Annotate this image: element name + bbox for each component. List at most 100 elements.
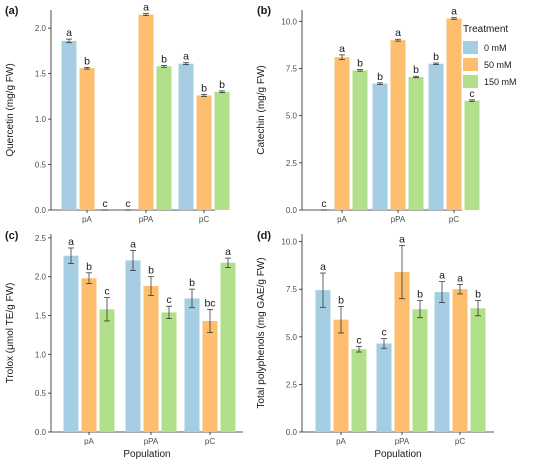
significance-letter: b xyxy=(148,265,154,277)
legend-label-150mm: 150 mM xyxy=(484,77,517,87)
bar-ppa-150-mm xyxy=(408,76,424,210)
bar-pa-150-mm xyxy=(352,70,368,211)
significance-letter: a xyxy=(339,43,345,55)
x-tick-label: pA xyxy=(82,215,92,224)
significance-letter: bc xyxy=(204,297,215,309)
bar-pc-50-mm xyxy=(446,18,462,210)
significance-letter: b xyxy=(377,71,383,83)
significance-letter: c xyxy=(356,334,361,346)
y-axis-title: Catechin (mg/g FW) xyxy=(256,65,267,154)
significance-letter: a xyxy=(399,233,405,245)
bar-pa-50-mm xyxy=(81,278,97,432)
significance-letter: b xyxy=(433,51,439,63)
y-tick-label: 0.0 xyxy=(35,206,47,215)
y-tick-label: 0.0 xyxy=(35,428,47,437)
chart-panels: (a) 0.0 0.5 1.0 1.5 2.0 Quercetin (mg/g FW) pA a… xyxy=(5,2,494,460)
y-tick-label: 7.5 xyxy=(286,285,298,294)
significance-letter: b xyxy=(86,261,92,273)
bar-ppa-0-mm xyxy=(372,83,388,210)
bar-pc-150-mm xyxy=(214,91,230,210)
y-tick-label: 2.5 xyxy=(286,159,298,168)
y-tick-label: 5.0 xyxy=(286,333,298,342)
panel-c-label: (c) xyxy=(5,230,19,242)
y-axis-title: Total polyphenols (mg GAE/g FW) xyxy=(256,257,267,408)
x-tick-label: pC xyxy=(199,215,209,224)
bar-ppa-150-mm xyxy=(161,312,177,432)
legend-swatch-0mm xyxy=(463,41,478,54)
y-tick-label: 5.0 xyxy=(286,112,298,121)
significance-letter: a xyxy=(439,270,445,282)
bar-pc-150-mm xyxy=(220,262,236,432)
significance-letter: a xyxy=(320,261,326,273)
x-tick-label: pC xyxy=(205,437,215,446)
x-tick-label: pPA xyxy=(144,437,159,446)
bar-pa-0-mm xyxy=(61,40,77,211)
y-tick-label: 7.5 xyxy=(286,64,298,73)
significance-letter: c xyxy=(104,286,109,298)
significance-letter: c xyxy=(166,294,171,306)
significance-letter: a xyxy=(183,51,189,63)
y-tick-label: 10.0 xyxy=(281,238,297,247)
bar-pa-50-mm xyxy=(333,319,349,432)
y-tick-label: 10.0 xyxy=(281,17,297,26)
x-tick-label: pPA xyxy=(139,215,154,224)
y-tick-label: 0.5 xyxy=(35,389,47,398)
significance-letter: c xyxy=(125,198,130,210)
panel-c: (c) 0.0 0.5 1.0 1.5 2.0 2.5 Trolox (μmol TE/g F… xyxy=(5,230,243,460)
bar-pa-50-mm xyxy=(79,68,95,210)
bar-ppa-150-mm xyxy=(156,66,172,210)
legend-title: Treatment xyxy=(463,24,508,35)
x-tick-label: pA xyxy=(84,437,94,446)
significance-letter: a xyxy=(143,2,149,14)
panel-a: (a) 0.0 0.5 1.0 1.5 2.0 Quercetin (mg/g FW) pA a… xyxy=(5,2,230,224)
legend-label-50mm: 50 mM xyxy=(484,60,512,70)
x-tick-label: pC xyxy=(449,215,459,224)
bar-ppa-50-mm xyxy=(138,14,154,210)
significance-letter: a xyxy=(395,27,401,39)
y-tick-label: 2.0 xyxy=(35,24,47,33)
bar-pc-50-mm xyxy=(452,289,468,432)
x-tick-label: pA xyxy=(336,437,346,446)
legend-swatch-150mm xyxy=(463,75,478,88)
panel-a-label: (a) xyxy=(5,5,19,17)
y-tick-label: 1.0 xyxy=(35,350,47,359)
panel-b: (b) 0.0 2.5 5.0 7.5 10.0 Catechin (mg/g FW) pA c… xyxy=(256,5,480,224)
bar-ppa-0-mm xyxy=(125,260,141,432)
panel-b-label: (b) xyxy=(257,5,271,17)
y-tick-label: 0.5 xyxy=(35,161,47,170)
bar-pc-50-mm xyxy=(202,320,218,432)
significance-letter: b xyxy=(338,294,344,306)
y-tick-label: 0.0 xyxy=(286,206,298,215)
significance-letter: a xyxy=(457,272,463,284)
significance-letter: a xyxy=(130,238,136,250)
bar-pa-0-mm xyxy=(315,290,331,432)
legend-swatch-50mm xyxy=(463,58,478,71)
legend-label-0mm: 0 mM xyxy=(484,43,507,53)
y-tick-label: 2.5 xyxy=(35,234,47,243)
x-tick-label: pA xyxy=(337,215,347,224)
x-axis-title: Population xyxy=(123,449,170,460)
significance-letter: b xyxy=(357,58,363,70)
significance-letter: a xyxy=(451,6,457,18)
significance-letter: b xyxy=(189,277,195,289)
x-tick-label: pPA xyxy=(391,215,406,224)
significance-letter: c xyxy=(469,88,474,100)
significance-letter: b xyxy=(475,289,481,301)
significance-letter: b xyxy=(201,83,207,95)
bar-pa-0-mm xyxy=(63,255,79,432)
y-axis-title: Trolox (μmol TE/g FW) xyxy=(5,283,16,384)
significance-letter: b xyxy=(417,289,423,301)
bar-pc-150-mm xyxy=(464,100,480,210)
y-tick-label: 1.5 xyxy=(35,70,47,79)
legend: Treatment 0 mM 50 mM 150 mM xyxy=(463,24,517,88)
panel-d-label: (d) xyxy=(257,230,271,242)
x-tick-label: pPA xyxy=(395,437,410,446)
significance-letter: c xyxy=(102,198,107,210)
y-axis-title: Quercetin (mg/g FW) xyxy=(5,63,16,156)
bar-pc-0-mm xyxy=(434,292,450,432)
bar-pc-150-mm xyxy=(470,308,486,432)
significance-letter: b xyxy=(161,53,167,65)
significance-letter: b xyxy=(84,55,90,67)
y-tick-label: 1.5 xyxy=(35,312,47,321)
